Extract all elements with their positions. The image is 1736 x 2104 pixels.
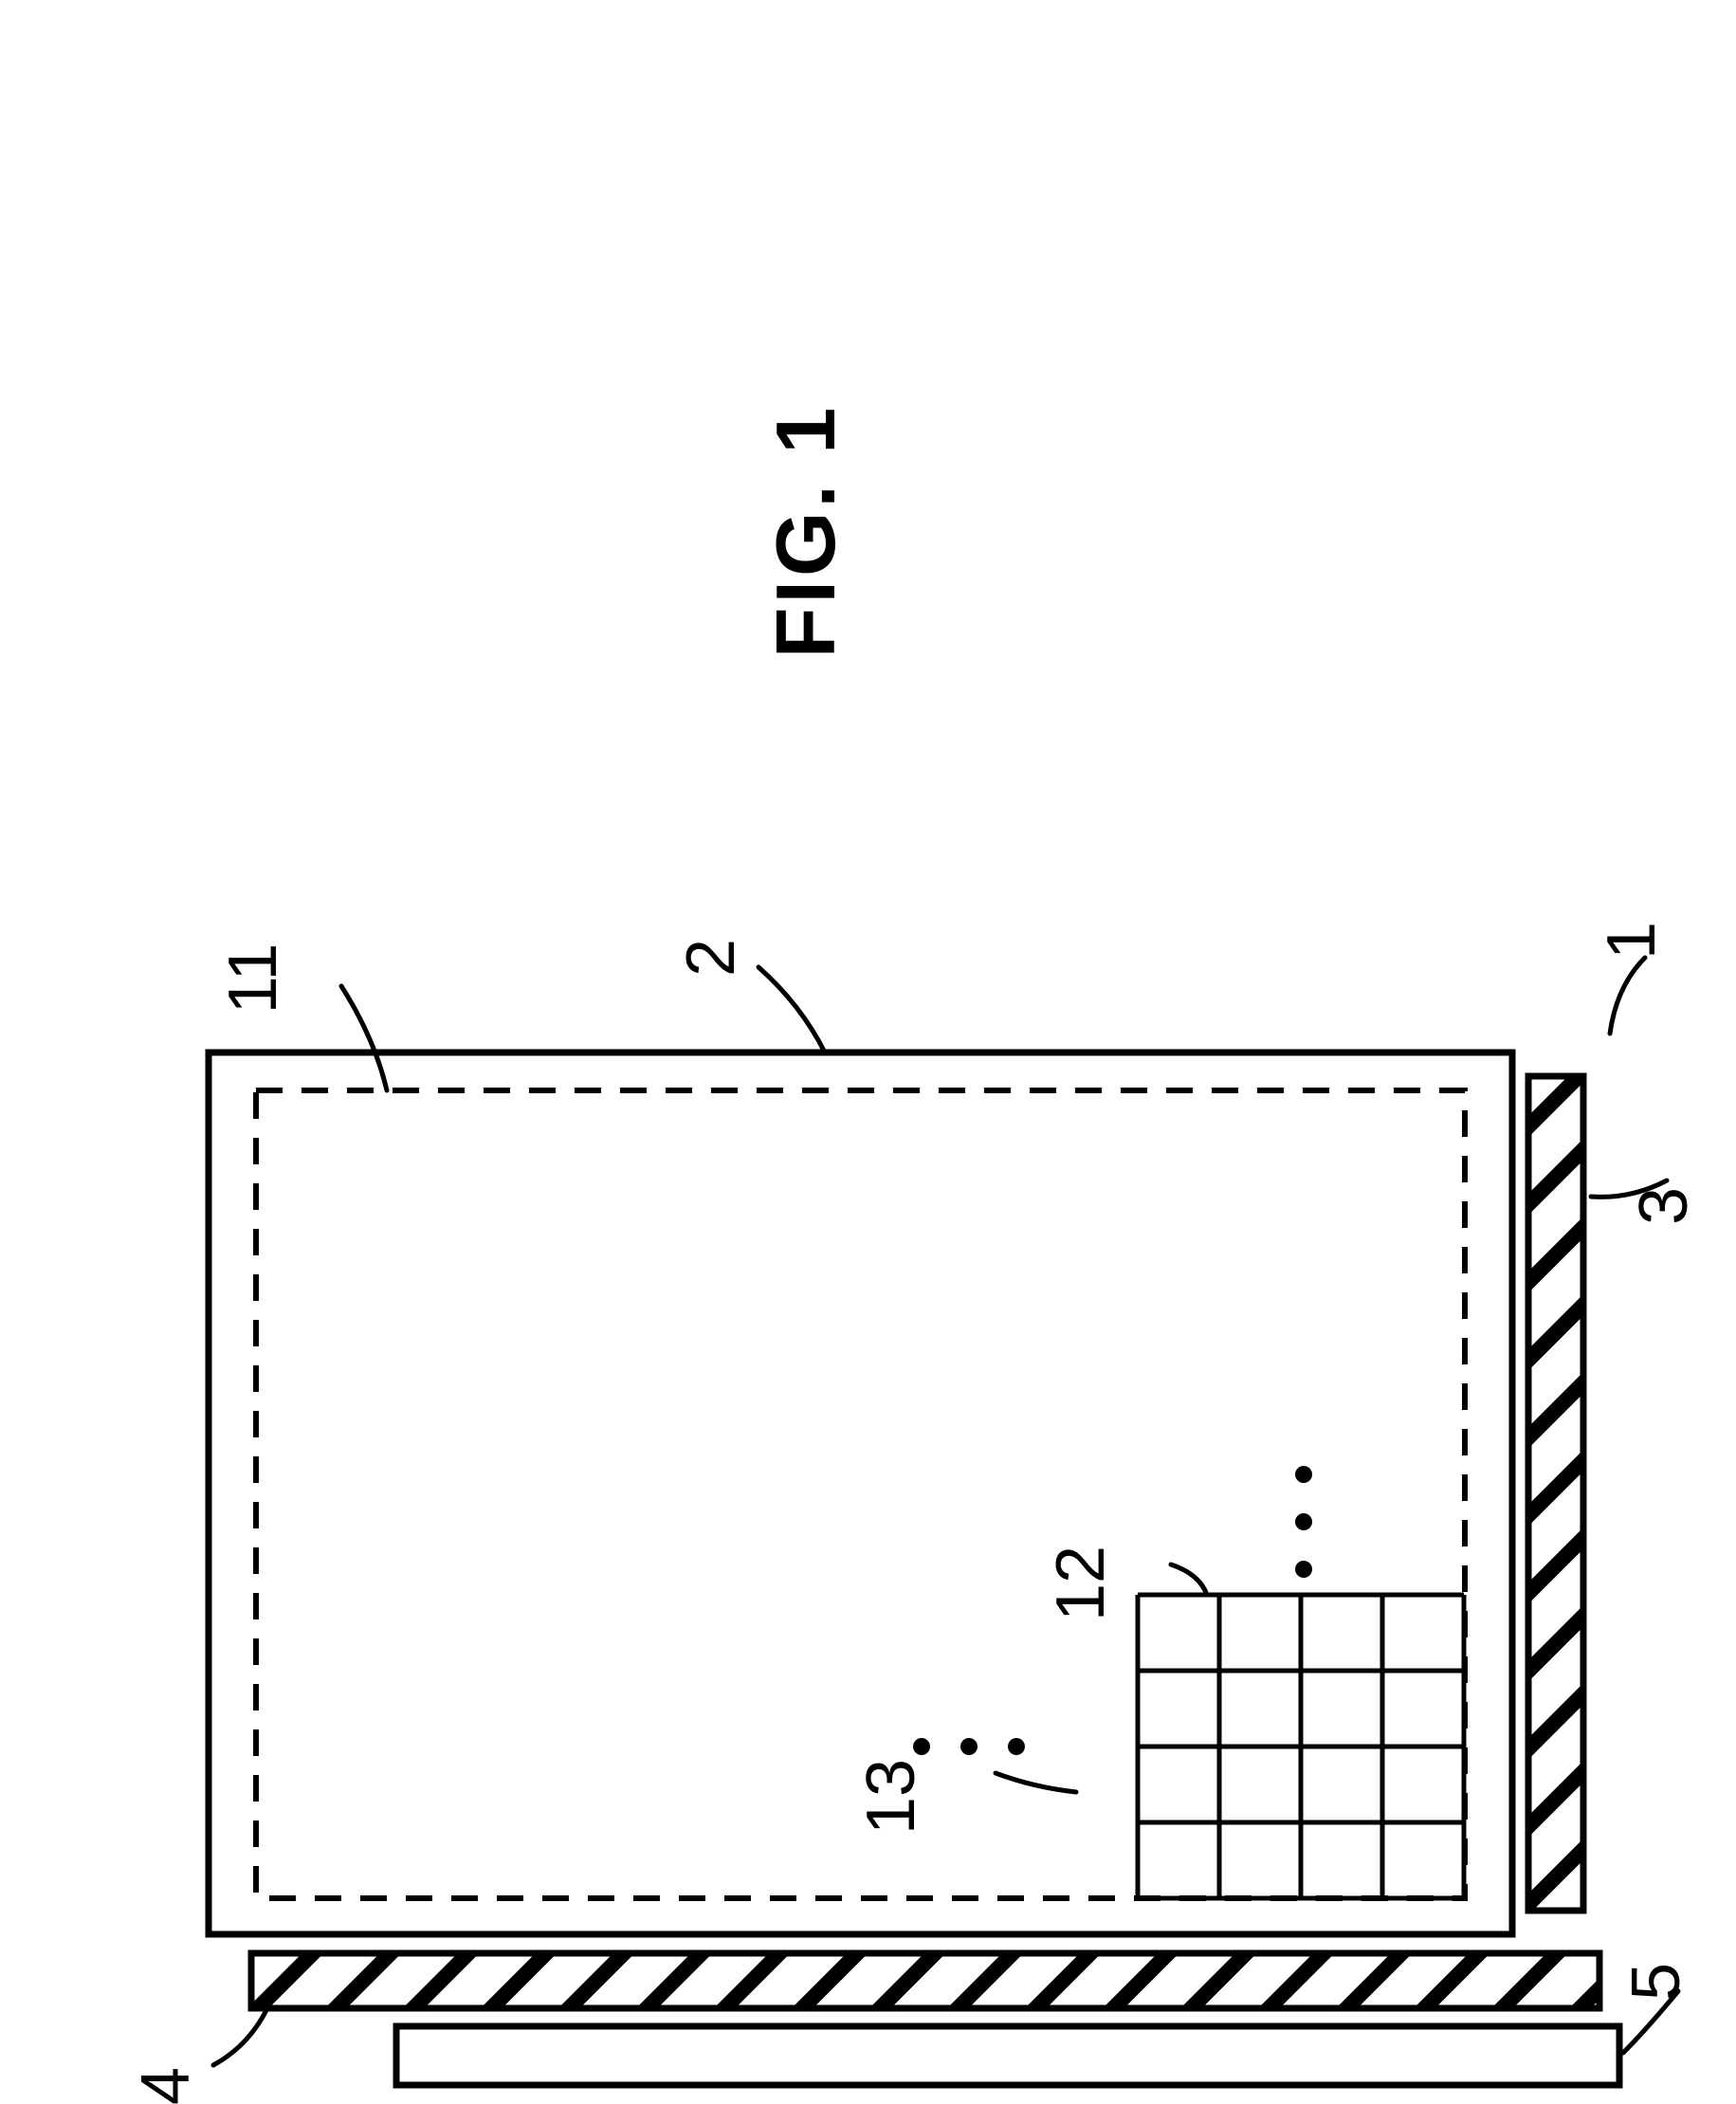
ellipsis-dot (1008, 1738, 1025, 1755)
ref-label-l11: 11 (215, 943, 291, 1015)
driver-bar-right (1528, 1076, 1583, 1911)
ref-label-l12: 12 (1043, 1546, 1119, 1621)
flex-board (396, 2026, 1619, 2085)
ellipsis-dot (960, 1738, 978, 1755)
ref-label-l2: 2 (673, 939, 749, 977)
ref-label-l1: 1 (1594, 922, 1670, 960)
ellipsis-dot (1295, 1513, 1312, 1530)
ellipsis-dot (913, 1738, 930, 1755)
ellipsis-dot (1295, 1561, 1312, 1578)
ref-label-l13: 13 (853, 1759, 929, 1835)
ref-label-l3: 3 (1626, 1187, 1702, 1225)
ellipsis-dot (1295, 1466, 1312, 1483)
driver-bar-bottom (251, 1953, 1599, 2008)
figure-title: FIG. 1 (758, 404, 852, 659)
figure-diagram: FIG. 112345111213 (0, 0, 1736, 2104)
ref-label-l4: 4 (128, 2067, 204, 2104)
ref-label-l5: 5 (1618, 1963, 1694, 2001)
